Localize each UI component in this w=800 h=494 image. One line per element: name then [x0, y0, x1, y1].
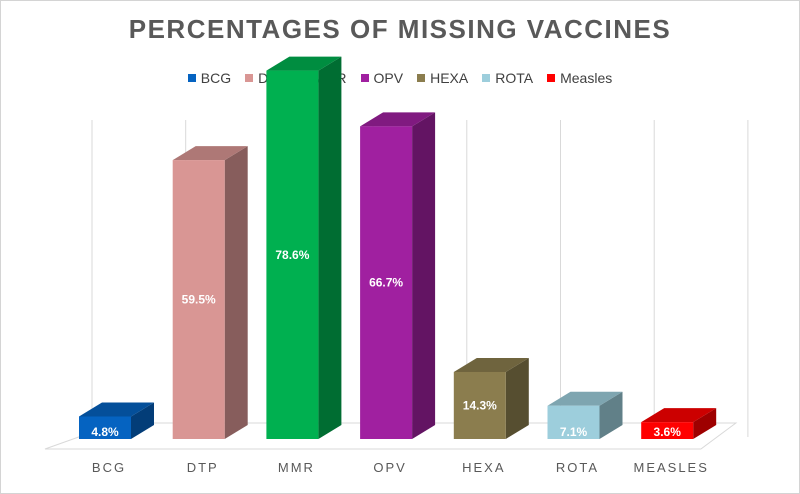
- category-label: OPV: [373, 460, 406, 475]
- chart-title: PERCENTAGES OF MISSING VACCINES: [128, 14, 672, 44]
- bar-top: [453, 357, 529, 372]
- bar-side: [318, 56, 342, 439]
- legend-label: HEXA: [430, 70, 469, 86]
- bar-top: [547, 391, 623, 406]
- legend-item: OPV: [360, 70, 404, 86]
- data-label: 59.5%: [182, 293, 216, 307]
- bar-top: [266, 56, 342, 71]
- legend-swatch: [547, 74, 556, 82]
- category-label: DTP: [187, 460, 219, 475]
- bar-top: [172, 146, 248, 161]
- legend-label: OPV: [373, 70, 404, 86]
- bar-side: [599, 391, 623, 439]
- bar: [172, 160, 225, 439]
- legend-item: BCG: [187, 70, 232, 86]
- legend-label: BCG: [200, 70, 232, 86]
- legend-item: HEXA: [417, 70, 468, 86]
- data-label: 4.8%: [91, 425, 119, 439]
- bar-side: [224, 146, 248, 439]
- bar-side: [412, 112, 436, 439]
- bar-side: [505, 357, 529, 439]
- data-label: 66.7%: [369, 276, 403, 290]
- bar: [641, 422, 694, 439]
- bar-top: [79, 402, 154, 417]
- data-label: 7.1%: [560, 425, 588, 439]
- data-label: 78.6%: [275, 248, 309, 262]
- legend-label: ROTA: [495, 70, 534, 86]
- legend-swatch: [482, 74, 491, 82]
- legend-swatch: [245, 74, 254, 82]
- bar: [453, 371, 506, 439]
- data-label: 14.3%: [463, 398, 497, 412]
- bar: [79, 416, 131, 439]
- bar-side: [131, 402, 154, 439]
- legend-swatch: [187, 74, 196, 82]
- legend-item: ROTA: [482, 70, 533, 86]
- data-label: 3.6%: [654, 425, 682, 439]
- bar: [266, 70, 319, 439]
- bar: [547, 405, 600, 439]
- category-label: HEXA: [462, 460, 505, 475]
- bar-top: [641, 408, 717, 423]
- category-label: BCG: [92, 460, 126, 475]
- legend-label: Measles: [560, 70, 613, 86]
- category-label: MMR: [278, 460, 315, 475]
- legend-swatch: [417, 74, 426, 82]
- category-label: MEASLES: [633, 460, 708, 475]
- legend-item: Measles: [547, 70, 612, 86]
- legend-swatch: [360, 74, 369, 82]
- bar-top: [360, 112, 436, 127]
- bar-side: [693, 408, 717, 439]
- bar: [360, 126, 413, 439]
- category-label: ROTA: [556, 460, 599, 475]
